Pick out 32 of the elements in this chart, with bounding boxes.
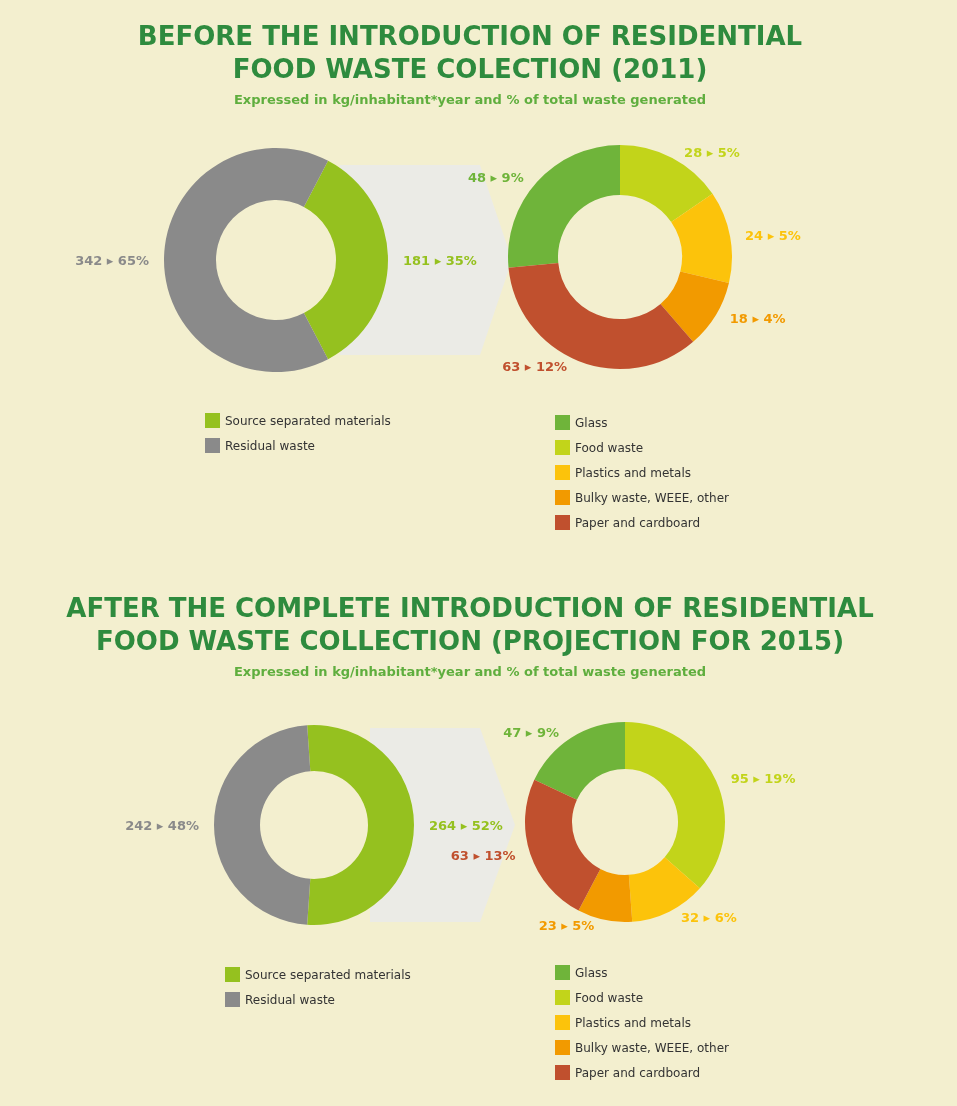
data-label: 48 ▸ 9% <box>467 170 524 186</box>
data-label: 63 ▸ 12% <box>502 359 568 374</box>
legend-label: Paper and cardboard <box>575 1065 701 1080</box>
data-label: 95 ▸ 19% <box>730 771 796 786</box>
chart-subtitle: Expressed in kg/inhabitant*year and % of total waste generated <box>232 664 707 679</box>
data-label: 47 ▸ 9% <box>503 725 559 741</box>
legend-label: Glass <box>575 965 608 980</box>
legend-label: Paper and cardboard <box>575 515 701 530</box>
data-label: 32 ▸ 6% <box>680 909 737 925</box>
chart-title: BEFORE THE INTRODUCTION OF RESIDENTIAL FOOD WASTE COLECTION (2011) <box>136 20 804 86</box>
data-label: 342 ▸ 65% <box>75 252 149 268</box>
data-label: 181 ▸ 35% <box>403 252 477 268</box>
legend-label: Residual waste <box>245 992 335 1007</box>
data-label: 242 ▸ 48% <box>125 817 199 833</box>
data-label: 264 ▸ 52% <box>429 817 503 833</box>
legend-label: Glass <box>575 415 608 430</box>
data-label: 23 ▸ 5% <box>538 918 595 934</box>
legend-label: Source separated materials <box>245 967 411 982</box>
legend-label: Plastics and metals <box>575 465 691 480</box>
data-label: 24 ▸ 5% <box>745 228 801 244</box>
legend-label: Plastics and metals <box>575 1015 691 1030</box>
legend-label: Residual waste <box>225 438 315 453</box>
data-label: 28 ▸ 5% <box>684 145 740 161</box>
legend-label: Source separated materials <box>225 413 391 428</box>
data-label: 63 ▸ 13% <box>450 848 516 864</box>
chart-subtitle: Expressed in kg/inhabitant*year and % of total waste generated <box>232 92 707 107</box>
chart-title: AFTER THE COMPLETE INTRODUCTION OF RESIDENTIAL FOOD WASTE COLLECTION (PROJECTION FOR 2015) <box>65 592 875 658</box>
legend-label: Food waste <box>575 440 644 455</box>
legend-label: Bulky waste, WEEE, other <box>575 1040 730 1055</box>
legend-label: Bulky waste, WEEE, other <box>575 490 730 505</box>
legend-label: Food waste <box>575 990 644 1005</box>
data-label: 18 ▸ 4% <box>729 310 786 326</box>
